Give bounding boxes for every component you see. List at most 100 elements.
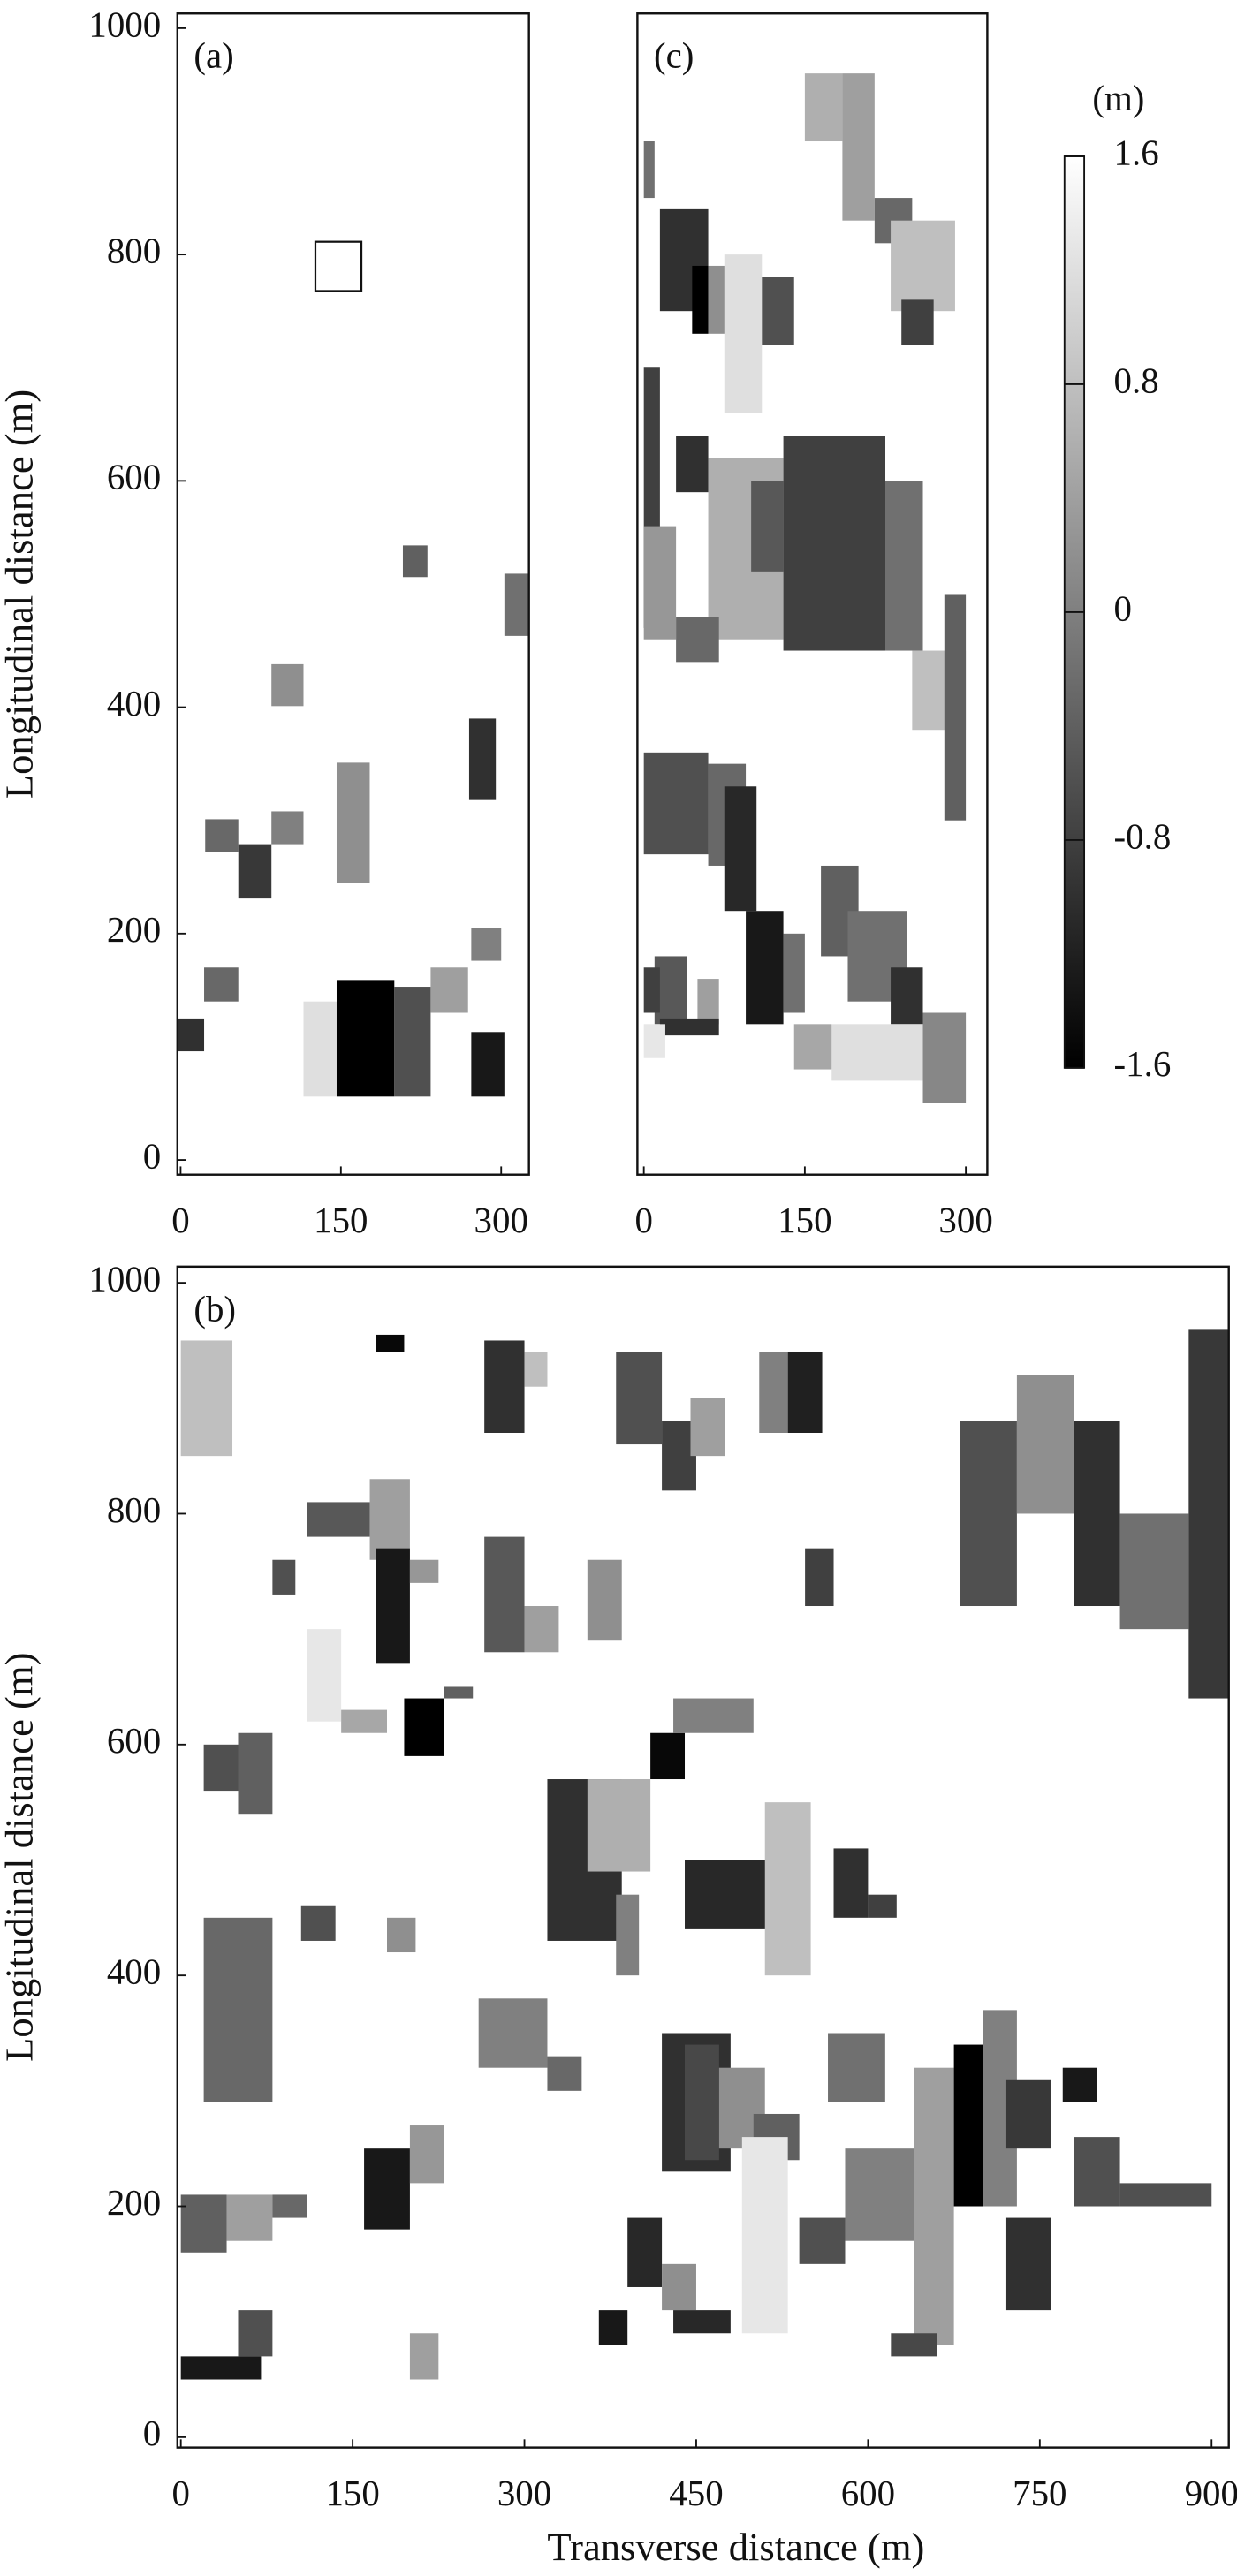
cell: [692, 265, 709, 334]
cell: [643, 967, 660, 1013]
cell: [478, 1998, 548, 2068]
plot-frame: [176, 1265, 1230, 2449]
cell: [180, 1340, 233, 1457]
cell: [751, 481, 784, 572]
cell: [471, 928, 502, 961]
cell: [1016, 1375, 1074, 1514]
x-tick-label: 150: [778, 1201, 831, 1240]
study-area-box: [314, 240, 363, 292]
cell: [1074, 1421, 1120, 1607]
cell: [271, 811, 304, 845]
y-tick-label: 400: [107, 684, 161, 724]
x-tick-label: 0: [171, 2474, 189, 2513]
cell: [787, 1352, 823, 1433]
cell: [387, 1917, 416, 1953]
cell: [659, 1018, 719, 1036]
x-tick-label: 750: [1013, 2474, 1066, 2513]
cell: [868, 1894, 897, 1918]
cell: [238, 2310, 273, 2357]
cell: [336, 762, 370, 883]
cell: [587, 1559, 622, 1641]
x-tick-label: 600: [841, 2474, 895, 2513]
cell: [914, 2067, 954, 2345]
cell: [238, 1732, 273, 1815]
cell: [724, 786, 757, 912]
cell: [783, 933, 805, 1013]
y-tick-label: 0: [143, 2413, 161, 2453]
cell: [303, 1001, 337, 1097]
x-tick-label: 450: [669, 2474, 723, 2513]
cell: [627, 2217, 663, 2287]
y-tick-label: 600: [107, 458, 161, 497]
cell: [203, 1917, 273, 2102]
cell: [884, 481, 923, 651]
cell: [1005, 2217, 1051, 2311]
cell: [272, 2194, 307, 2218]
plot-frame: [636, 12, 989, 1176]
cell: [369, 1479, 410, 1560]
cell: [685, 2044, 719, 2161]
cell: [430, 967, 468, 1013]
y-tick-label: 600: [107, 1721, 161, 1761]
x-tick-label: 150: [325, 2474, 379, 2513]
y-tick-label: 1000: [88, 4, 161, 44]
cell: [376, 1548, 410, 1664]
cell: [484, 1536, 525, 1653]
x-tick-label: 300: [938, 1201, 992, 1240]
y-axis-label: Longitudinal distance (m): [0, 1653, 41, 2062]
cell: [944, 594, 967, 821]
cell: [762, 277, 794, 345]
colorbar-tick-label: 1.6: [1114, 133, 1159, 172]
cell: [272, 1559, 296, 1595]
x-tick-label: 150: [314, 1201, 368, 1240]
cell: [759, 1352, 788, 1433]
cell: [676, 617, 719, 663]
cell: [673, 1698, 754, 1733]
cell: [307, 1629, 342, 1722]
cell: [336, 980, 395, 1097]
cell: [746, 911, 784, 1025]
y-axis-label: Longitudinal distance (m): [0, 390, 41, 799]
cell: [1062, 2067, 1097, 2102]
cell: [524, 1606, 559, 1653]
y-tick-label: 1000: [88, 1260, 161, 1299]
cell: [960, 1421, 1017, 1607]
cell: [1005, 2079, 1051, 2149]
cell: [922, 1012, 967, 1103]
colorbar-tick-label: -0.8: [1114, 816, 1172, 856]
cell: [341, 1709, 388, 1733]
cell: [673, 2310, 731, 2334]
cell: [764, 1802, 811, 1976]
cell: [409, 1559, 439, 1583]
cell: [690, 1398, 725, 1457]
x-tick-label: 300: [497, 2474, 551, 2513]
colorbar-tick-label: -1.6: [1114, 1044, 1172, 1084]
colorbar-tick-label: 0: [1114, 588, 1132, 628]
cell: [1119, 2183, 1212, 2207]
cell: [587, 1779, 651, 1872]
cell: [376, 1334, 405, 1352]
cell: [833, 1848, 869, 1918]
cell: [842, 73, 875, 221]
cell: [616, 1352, 663, 1445]
cell: [643, 526, 677, 640]
cell: [697, 979, 719, 1025]
cell: [444, 1686, 474, 1699]
panel-label: (c): [654, 36, 694, 76]
cell: [685, 1860, 777, 1929]
cell: [891, 220, 955, 312]
y-tick-label: 200: [107, 2183, 161, 2223]
cell: [402, 545, 428, 578]
cell: [643, 1024, 665, 1058]
cell: [741, 2137, 788, 2334]
cell: [804, 73, 843, 142]
cell: [524, 1352, 548, 1387]
cell: [724, 254, 763, 413]
cell: [471, 1032, 505, 1097]
x-tick-label: 900: [1185, 2474, 1237, 2513]
cell: [484, 1340, 525, 1433]
cell: [676, 436, 709, 493]
y-tick-label: 200: [107, 910, 161, 950]
